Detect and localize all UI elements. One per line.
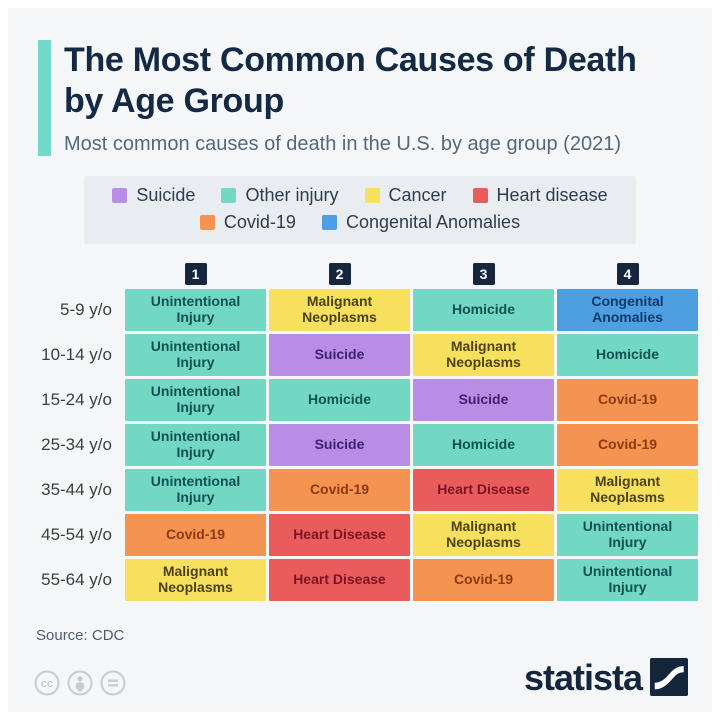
cc-icon: cc <box>34 670 60 701</box>
cause-cell: Homicide <box>413 423 554 466</box>
rank-badge: 2 <box>328 262 351 285</box>
cause-cell: Malignant Neoplasms <box>413 333 554 376</box>
cause-cell: Unintentional Injury <box>557 513 698 556</box>
footer: cc statista <box>34 657 688 701</box>
cause-cell: Suicide <box>269 333 410 376</box>
rank-badge: 3 <box>472 262 495 285</box>
legend-item-suicide: Suicide <box>112 185 195 206</box>
page-subtitle: Most common causes of death in the U.S. … <box>64 132 621 155</box>
cause-cell: Heart Disease <box>269 558 410 601</box>
rank-badge: 4 <box>616 262 639 285</box>
legend: Suicide Other injury Cancer Heart diseas… <box>84 175 636 244</box>
cause-cell: Unintentional Injury <box>557 558 698 601</box>
cause-cell: Heart Disease <box>269 513 410 556</box>
age-label: 25-34 y/o <box>41 434 112 454</box>
cause-cell: Covid-19 <box>269 468 410 511</box>
cause-cell: Unintentional Injury <box>125 378 266 421</box>
age-label: 55-64 y/o <box>41 569 112 589</box>
legend-item-congenital-anomalies: Congenital Anomalies <box>321 211 521 233</box>
cause-cell: Suicide <box>413 378 554 421</box>
cause-cell: Homicide <box>413 288 554 331</box>
cause-cell: Covid-19 <box>125 513 266 556</box>
cause-cell: Malignant Neoplasms <box>413 513 554 556</box>
cause-cell: Heart Disease <box>413 468 554 511</box>
age-label: 45-54 y/o <box>41 524 112 544</box>
accent-bar <box>38 40 51 156</box>
legend-label: Heart disease <box>496 184 608 205</box>
rank-header-2: 2 <box>269 262 410 286</box>
statista-logo-text: statista <box>523 657 643 699</box>
cc-attribution-icon <box>67 670 93 701</box>
svg-text:cc: cc <box>41 678 53 690</box>
legend-label: Covid-19 <box>223 211 296 232</box>
rank-header-4: 4 <box>557 262 698 286</box>
rank-header-3: 3 <box>413 262 554 286</box>
rank-badge: 1 <box>184 262 207 285</box>
legend-label: Suicide <box>136 184 196 205</box>
legend-item-cancer: Cancer <box>364 184 447 206</box>
age-label: 15-24 y/o <box>41 389 112 409</box>
cause-cell: Malignant Neoplasms <box>269 288 410 331</box>
cause-cell: Unintentional Injury <box>125 288 266 331</box>
cc-no-derivatives-icon <box>100 670 126 701</box>
badge-row-spacer <box>30 262 122 286</box>
cause-cell: Malignant Neoplasms <box>125 558 266 601</box>
legend-item-covid-19: Covid-19 <box>199 211 296 233</box>
statista-logo: statista <box>523 657 688 701</box>
legend-swatch-congenital-anomalies <box>321 214 337 230</box>
cause-cell: Homicide <box>269 378 410 421</box>
cc-license-icons: cc <box>34 670 126 701</box>
rank-header-1: 1 <box>125 262 266 286</box>
cause-cell: Unintentional Injury <box>125 468 266 511</box>
legend-swatch-other-injury <box>221 187 237 203</box>
legend-label: Congenital Anomalies <box>345 211 521 232</box>
legend-swatch-covid-19 <box>199 214 215 230</box>
infographic-canvas: The Most Common Causes of Death by Age G… <box>8 8 712 712</box>
legend-swatch-suicide <box>112 187 128 203</box>
statista-logo-icon <box>650 657 688 701</box>
cause-cell: Suicide <box>269 423 410 466</box>
cause-cell: Covid-19 <box>413 558 554 601</box>
header: The Most Common Causes of Death by Age G… <box>8 8 712 156</box>
cause-cell: Covid-19 <box>557 423 698 466</box>
page-title: The Most Common Causes of Death by Age G… <box>64 41 637 121</box>
legend-swatch-heart-disease <box>472 187 488 203</box>
cause-cell: Covid-19 <box>557 378 698 421</box>
cause-cell: Unintentional Injury <box>125 423 266 466</box>
legend-label: Other injury <box>245 184 339 205</box>
source-note: Source: CDC <box>36 626 125 644</box>
legend-item-heart-disease: Heart disease <box>472 184 608 206</box>
cause-cell: Malignant Neoplasms <box>557 468 698 511</box>
causes-table: 1 2 3 4 5-9 y/o Unintentional Injury Mal… <box>30 262 698 601</box>
cause-cell: Congenital Anomalies <box>557 288 698 331</box>
legend-label: Cancer <box>388 184 447 205</box>
age-label: 5-9 y/o <box>60 299 112 319</box>
age-label: 35-44 y/o <box>41 479 112 499</box>
legend-swatch-cancer <box>364 187 380 203</box>
cause-cell: Homicide <box>557 333 698 376</box>
age-label: 10-14 y/o <box>41 344 112 364</box>
legend-item-other-injury: Other injury <box>221 184 339 206</box>
header-text: The Most Common Causes of Death by Age G… <box>64 40 684 156</box>
cause-cell: Unintentional Injury <box>125 333 266 376</box>
